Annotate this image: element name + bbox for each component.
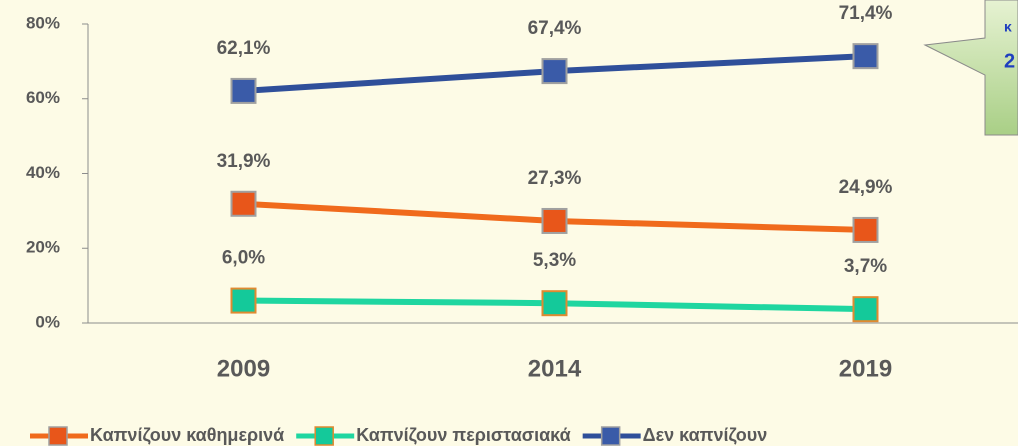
y-tick-label: 40% bbox=[26, 163, 60, 182]
marker bbox=[541, 58, 568, 85]
callout-text: 2 bbox=[1004, 50, 1015, 72]
data-label: 3,7% bbox=[844, 256, 887, 277]
marker bbox=[230, 287, 257, 314]
data-label: 6,0% bbox=[222, 248, 265, 269]
legend-label: Δεν καπνίζουν bbox=[643, 425, 768, 446]
marker bbox=[541, 290, 568, 317]
y-tick-label: 80% bbox=[26, 13, 60, 32]
marker bbox=[852, 296, 879, 323]
data-label: 71,4% bbox=[839, 3, 893, 24]
y-tick-label: 20% bbox=[26, 238, 60, 257]
plot: 0% 20% 40% 60% 80% 2009 2014 2019 31,9% 27,3% 24,9… bbox=[26, 3, 1018, 446]
marker bbox=[852, 43, 879, 70]
legend-marker bbox=[314, 426, 334, 446]
data-label: 5,3% bbox=[533, 250, 576, 271]
callout-text: κ bbox=[1004, 19, 1012, 35]
data-label: 62,1% bbox=[217, 38, 271, 59]
data-label: 24,9% bbox=[839, 177, 893, 198]
marker bbox=[230, 190, 257, 217]
legend-marker bbox=[48, 426, 68, 446]
legend-label: Καπνίζουν καθημερινά bbox=[90, 425, 284, 446]
y-tick-label: 0% bbox=[35, 312, 60, 331]
x-tick-label: 2009 bbox=[217, 355, 270, 382]
y-tick-label: 60% bbox=[26, 88, 60, 107]
x-tick-label: 2019 bbox=[839, 355, 892, 382]
legend-label: Καπνίζουν περιστασιακά bbox=[356, 425, 570, 446]
marker bbox=[541, 207, 568, 234]
data-label: 27,3% bbox=[528, 168, 582, 189]
x-tick-label: 2014 bbox=[528, 355, 582, 382]
data-label: 67,4% bbox=[528, 18, 582, 39]
marker bbox=[852, 216, 879, 243]
data-label: 31,9% bbox=[217, 151, 271, 172]
callout bbox=[923, 0, 1018, 136]
marker bbox=[230, 77, 257, 104]
legend-marker bbox=[600, 426, 621, 446]
